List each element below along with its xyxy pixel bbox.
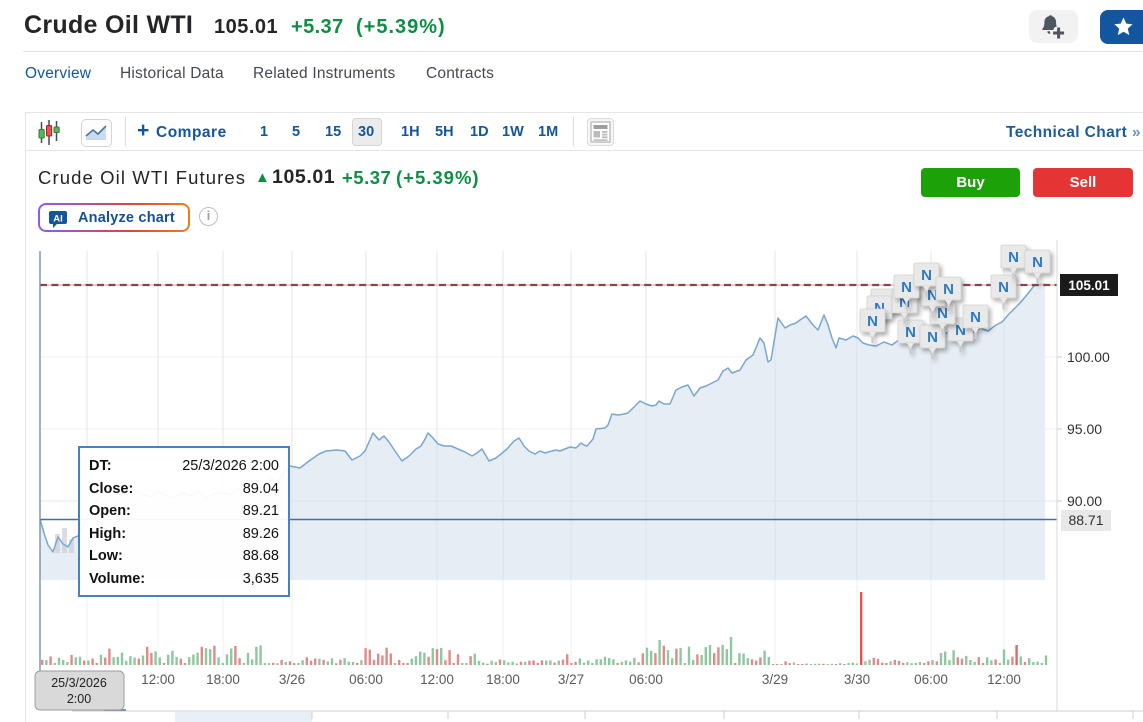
svg-text:N: N	[998, 279, 1009, 296]
svg-text:N: N	[921, 267, 932, 284]
svg-text:18:00: 18:00	[206, 672, 240, 687]
svg-text:N: N	[927, 329, 938, 346]
svg-text:100.00: 100.00	[1067, 349, 1110, 365]
svg-text:95.00: 95.00	[1067, 421, 1102, 437]
svg-text:N: N	[927, 287, 938, 304]
svg-text:90.00: 90.00	[1067, 493, 1102, 509]
svg-text:12:00: 12:00	[987, 672, 1021, 687]
svg-text:2:00: 2:00	[67, 692, 91, 706]
svg-text:N: N	[874, 300, 885, 317]
svg-text:N: N	[955, 322, 966, 339]
svg-text:N: N	[970, 309, 981, 326]
svg-text:N: N	[937, 305, 948, 322]
svg-text:3/29: 3/29	[762, 672, 788, 687]
svg-text:25/3/2026: 25/3/2026	[51, 676, 107, 690]
svg-text:06:00: 06:00	[914, 672, 948, 687]
svg-text:N: N	[867, 313, 878, 330]
svg-text:12:00: 12:00	[141, 672, 175, 687]
svg-text:AI: AI	[53, 214, 63, 225]
svg-text:12:00: 12:00	[420, 672, 454, 687]
svg-text:18:00: 18:00	[486, 672, 520, 687]
svg-text:3/26: 3/26	[279, 672, 305, 687]
svg-text:N: N	[943, 281, 954, 298]
svg-text:N: N	[1008, 249, 1019, 266]
svg-text:88.71: 88.71	[1068, 512, 1103, 528]
svg-text:N: N	[901, 279, 912, 296]
svg-text:105.01: 105.01	[1068, 278, 1110, 293]
svg-text:N: N	[905, 324, 916, 341]
svg-text:N: N	[1032, 254, 1043, 271]
svg-text:06:00: 06:00	[349, 672, 383, 687]
svg-text:06:00: 06:00	[629, 672, 663, 687]
svg-text:3/30: 3/30	[844, 672, 870, 687]
svg-text:N: N	[899, 294, 910, 311]
svg-text:3/27: 3/27	[558, 672, 584, 687]
